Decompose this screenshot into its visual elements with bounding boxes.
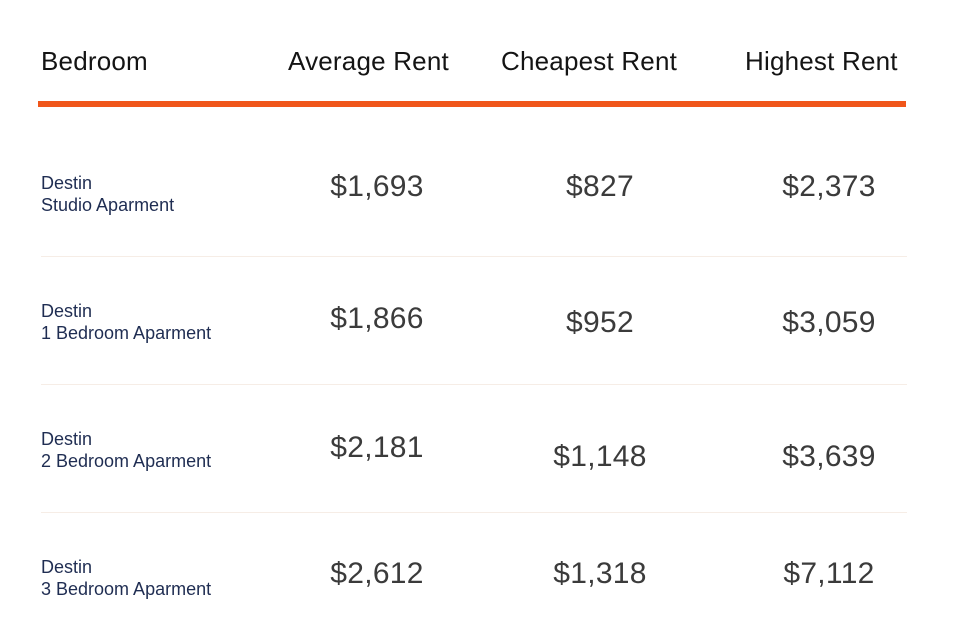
row-unit-type: 3 Bedroom Aparment xyxy=(41,579,212,599)
highest-rent-value: $3,639 xyxy=(782,440,876,473)
row-label: Destin Studio Aparment xyxy=(41,172,174,216)
row-city: Destin xyxy=(41,301,93,321)
header-divider xyxy=(38,101,906,107)
highest-rent-value: $7,112 xyxy=(783,557,875,590)
row-label: Destin 3 Bedroom Aparment xyxy=(41,556,211,600)
table-row: Destin 3 Bedroom Aparment $2,612 $1,318 … xyxy=(0,512,969,640)
highest-rent-value: $3,059 xyxy=(782,306,876,339)
average-rent-value: $1,866 xyxy=(330,302,424,335)
table-row: Destin 1 Bedroom Aparment $1,866 $952 $3… xyxy=(0,256,969,384)
cheapest-rent-value: $952 xyxy=(566,306,634,339)
average-rent-value: $2,181 xyxy=(330,431,424,464)
cheapest-rent-value: $1,148 xyxy=(553,440,647,473)
header-highest-rent: Highest Rent xyxy=(745,46,898,76)
header-average-rent: Average Rent xyxy=(288,46,449,76)
row-unit-type: 2 Bedroom Aparment xyxy=(41,451,212,471)
table-row: Destin 2 Bedroom Aparment $2,181 $1,148 … xyxy=(0,384,969,512)
row-unit-type: 1 Bedroom Aparment xyxy=(41,323,212,343)
average-rent-value: $2,612 xyxy=(330,557,424,590)
row-city: Destin xyxy=(41,557,93,577)
row-city: Destin xyxy=(41,429,93,449)
row-label: Destin 1 Bedroom Aparment xyxy=(41,300,211,344)
row-unit-type: Studio Aparment xyxy=(41,195,175,215)
row-city: Destin xyxy=(41,173,93,193)
row-divider xyxy=(41,384,907,385)
average-rent-value: $1,693 xyxy=(330,170,424,203)
highest-rent-value: $2,373 xyxy=(782,170,876,203)
header-cheapest-rent: Cheapest Rent xyxy=(501,46,678,76)
row-divider xyxy=(41,512,907,513)
row-divider xyxy=(41,256,907,257)
cheapest-rent-value: $1,318 xyxy=(553,557,647,590)
table-row: Destin Studio Aparment $1,693 $827 $2,37… xyxy=(0,128,969,256)
header-bedroom: Bedroom xyxy=(41,46,148,76)
cheapest-rent-value: $827 xyxy=(566,170,634,203)
row-label: Destin 2 Bedroom Aparment xyxy=(41,428,211,472)
table-header: Bedroom Average Rent Cheapest Rent Highe… xyxy=(0,46,969,90)
